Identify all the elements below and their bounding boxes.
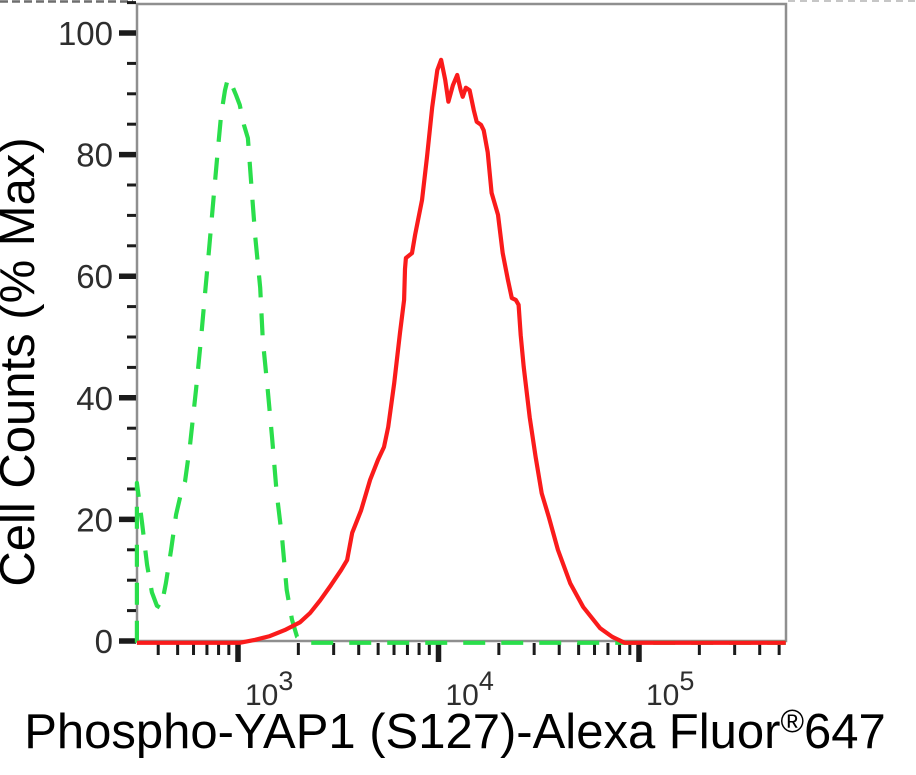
x-decade-label: 105 (646, 666, 694, 712)
x-axis-tick-labels: 103 104 105 (245, 666, 694, 712)
y-tick-label: 60 (76, 258, 113, 295)
y-tick-label: 40 (76, 380, 113, 417)
y-tick-label: 100 (58, 15, 113, 52)
y-tick-label: 0 (95, 623, 113, 660)
x-axis-title-main: Phospho-YAP1 (S127)-Alexa Fluor (24, 705, 780, 759)
y-tick-label: 20 (76, 501, 113, 538)
x-decade-label: 104 (446, 666, 494, 712)
y-axis-ticks (119, 1, 136, 644)
y-tick-label: 80 (76, 137, 113, 174)
x-decade-label: 103 (245, 666, 293, 712)
y-axis-title: Cell Counts (% Max) (0, 137, 45, 586)
y-axis-tick-labels: 0 20 40 60 80 100 (58, 15, 113, 660)
x-axis-ticks (156, 643, 781, 662)
registered-trademark-icon: ® (780, 703, 804, 739)
control-curve-green-dashed (134, 75, 786, 645)
sample-curve-red (136, 57, 786, 645)
x-axis-title: Phospho-YAP1 (S127)-Alexa Fluor®647 (24, 703, 886, 759)
x-axis-title-suffix: 647 (804, 705, 886, 759)
plot-border (135, 2, 788, 643)
